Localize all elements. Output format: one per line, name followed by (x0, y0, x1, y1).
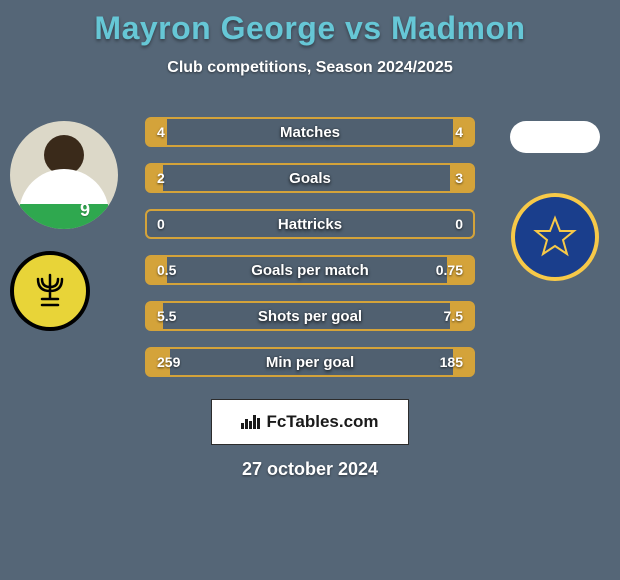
comparison-panel: 9 Matches4 4 Goals2 3 Hattricks0 0 Goals per m… (0, 117, 620, 377)
bar-label: Goals (147, 170, 473, 187)
branding-badge: FcTables.com (211, 399, 409, 445)
subtitle: Club competitions, Season 2024/2025 (0, 59, 620, 77)
stats-bars: Matches4 4 Goals2 3 Hattricks0 0 Goals per mat… (145, 117, 475, 377)
player-right-column (510, 121, 600, 281)
stat-bar: Hattricks0 0 (145, 209, 475, 239)
menorah-icon (30, 271, 70, 311)
bar-value-left: 259 (157, 354, 180, 370)
player-left-photo: 9 (10, 121, 118, 229)
branding-text: FcTables.com (266, 412, 378, 432)
bar-label: Hattricks (147, 216, 473, 233)
bar-label: Shots per goal (147, 308, 473, 325)
stat-bar: Goals2 3 (145, 163, 475, 193)
bar-label: Min per goal (147, 354, 473, 371)
date-label: 27 october 2024 (0, 459, 620, 480)
bar-value-right: 3 (455, 170, 463, 186)
player-right-placeholder (510, 121, 600, 153)
bar-value-right: 185 (440, 354, 463, 370)
bar-value-right: 0 (455, 216, 463, 232)
club-left-badge (10, 251, 90, 331)
bar-value-left: 0.5 (157, 262, 176, 278)
player-left-column: 9 (10, 121, 118, 331)
bar-label: Goals per match (147, 262, 473, 279)
bar-value-right: 7.5 (444, 308, 463, 324)
bar-value-left: 5.5 (157, 308, 176, 324)
bars-icon (241, 415, 260, 429)
bar-value-right: 0.75 (436, 262, 463, 278)
bar-value-left: 2 (157, 170, 165, 186)
stat-bar: Goals per match0.5 0.75 (145, 255, 475, 285)
bar-value-left: 0 (157, 216, 165, 232)
stat-bar: Matches4 4 (145, 117, 475, 147)
bar-label: Matches (147, 124, 473, 141)
stat-bar: Shots per goal5.5 7.5 (145, 301, 475, 331)
player-left-number: 9 (80, 200, 90, 221)
page-title: Mayron George vs Madmon (0, 0, 620, 47)
bar-value-right: 4 (455, 124, 463, 140)
club-right-badge (511, 193, 599, 281)
bar-value-left: 4 (157, 124, 165, 140)
star-icon (530, 212, 580, 262)
stat-bar: Min per goal259 185 (145, 347, 475, 377)
